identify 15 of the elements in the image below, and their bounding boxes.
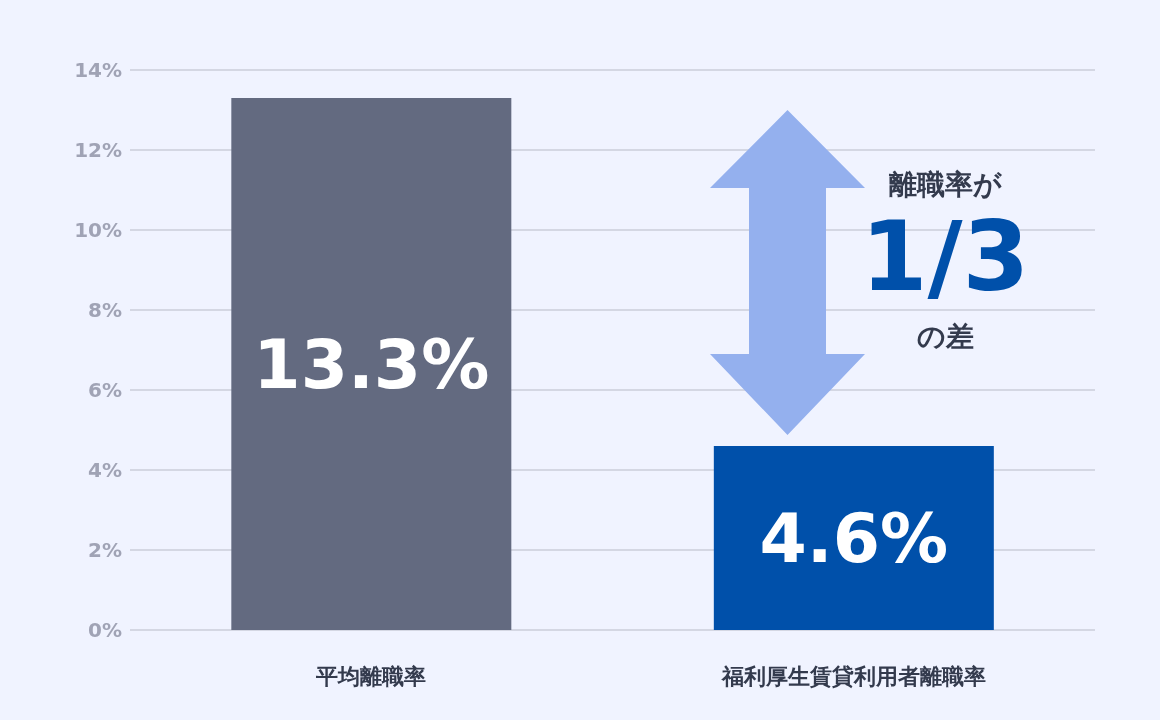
y-tick-label: 8% [88, 298, 122, 323]
y-tick-label: 10% [74, 218, 122, 243]
x-tick-label: 福利厚生賃貸利用者離職率 [720, 663, 986, 689]
y-tick-label: 0% [88, 618, 122, 643]
annotation: 1/3 [859, 201, 1031, 313]
annotation: 離職率が [887, 168, 1003, 201]
annotation: の差 [915, 320, 975, 353]
y-tick-label: 4% [88, 458, 122, 483]
data-label: 13.3% [253, 324, 490, 404]
y-tick-label: 2% [88, 538, 122, 563]
y-tick-label: 12% [74, 138, 122, 163]
y-tick-label: 14% [74, 58, 122, 83]
x-tick-label: 平均離職率 [315, 663, 427, 689]
y-tick-label: 6% [88, 378, 122, 403]
data-label: 4.6% [759, 498, 949, 578]
